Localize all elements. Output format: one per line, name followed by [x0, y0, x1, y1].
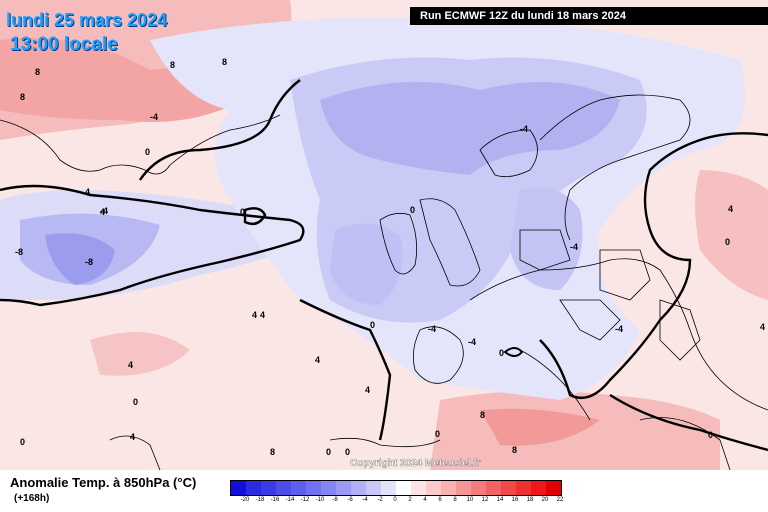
contour-label: 4 — [760, 322, 765, 332]
contour-label: -4 — [468, 337, 476, 347]
legend-tick-label: 8 — [453, 497, 457, 503]
contour-label: 8 — [35, 67, 40, 77]
contour-label: 0 — [435, 429, 440, 439]
contour-label: 0 — [345, 447, 350, 457]
legend-cell — [411, 481, 426, 495]
contour-label: 4 — [128, 360, 133, 370]
legend-cell — [366, 481, 381, 495]
legend-cell — [426, 481, 441, 495]
contour-label: 4 — [100, 207, 105, 217]
legend-cell — [306, 481, 321, 495]
legend-cell — [501, 481, 516, 495]
legend-tick-label: -6 — [347, 497, 353, 503]
forecast-date: lundi 25 mars 2024 — [6, 10, 168, 30]
legend-cell — [471, 481, 486, 495]
legend-cell — [261, 481, 276, 495]
legend-tick-label: 10 — [466, 497, 474, 503]
contour-label: 4 — [365, 385, 370, 395]
legend-cell — [291, 481, 306, 495]
contour-label: 0 — [145, 147, 150, 157]
run-banner: Run ECMWF 12Z du lundi 18 mars 2024 — [410, 7, 768, 25]
legend-tick-label: 6 — [438, 497, 442, 503]
legend-ticks: -20 -18 -16 -14 -12 -10 -8 -6 -4 -2 0 2 4 6 8 10 12 14 16 1… — [230, 496, 564, 506]
contour-label: 0 — [20, 437, 25, 447]
legend-tick-label: 14 — [496, 497, 504, 503]
legend-tick-label: 20 — [541, 497, 549, 503]
legend-color-bar — [230, 480, 562, 496]
contour-label: 0 — [499, 348, 504, 358]
legend-cell — [381, 481, 396, 495]
legend-cell — [231, 481, 246, 495]
legend-cell — [456, 481, 471, 495]
contour-label: 4 — [315, 355, 320, 365]
legend-tick-label: -10 — [315, 497, 325, 503]
contour-label: 8 — [480, 410, 485, 420]
legend-cell — [396, 481, 411, 495]
contour-label: 0 — [725, 237, 730, 247]
legend-cell — [321, 481, 336, 495]
legend-cell — [336, 481, 351, 495]
legend-cell — [276, 481, 291, 495]
legend-cell — [246, 481, 261, 495]
contour-label: -4 — [520, 124, 528, 134]
contour-label: 4 — [728, 204, 733, 214]
contour-label: 4 — [252, 310, 257, 320]
legend-tick-label: 2 — [408, 497, 412, 503]
contour-label: 8 — [270, 447, 275, 457]
contour-label: 4 — [85, 187, 90, 197]
legend-tick-label: 18 — [526, 497, 534, 503]
legend-tick-label: -4 — [362, 497, 368, 503]
color-legend: -20 -18 -16 -14 -12 -10 -8 -6 -4 -2 0 2 4 6 8 10 12 14 16 1… — [230, 480, 564, 506]
contour-label: -4 — [428, 324, 436, 334]
contour-label: 8 — [222, 57, 227, 67]
contour-label: -8 — [15, 247, 23, 257]
contour-label: 0 — [326, 447, 331, 457]
legend-tick-label: 4 — [423, 497, 427, 503]
legend-tick-label: -16 — [270, 497, 280, 503]
copyright-text: Copyright 2024 Meteociel.fr — [350, 458, 481, 469]
forecast-time: 13:00 locale — [10, 34, 118, 55]
legend-cell — [516, 481, 531, 495]
legend-tick-label: -8 — [332, 497, 338, 503]
contour-label: -4 — [615, 324, 623, 334]
legend-cell — [531, 481, 546, 495]
legend-tick-label: -18 — [255, 497, 265, 503]
contour-label: 0 — [410, 205, 415, 215]
legend-tick-label: -12 — [300, 497, 310, 503]
contour-label: -8 — [85, 257, 93, 267]
contour-label: 4 — [260, 310, 265, 320]
legend-tick-label: 0 — [393, 497, 397, 503]
legend-tick-label: 16 — [511, 497, 519, 503]
legend-cell — [441, 481, 456, 495]
legend-cell — [486, 481, 501, 495]
legend-tick-label: -20 — [240, 497, 250, 503]
legend-cell — [351, 481, 366, 495]
forecast-step: (+168h) — [14, 493, 50, 504]
contour-label: -4 — [150, 112, 158, 122]
contour-label: 8 — [20, 92, 25, 102]
legend-tick-label: 22 — [556, 497, 564, 503]
legend-cell — [546, 481, 561, 495]
contour-label: -4 — [570, 242, 578, 252]
contour-label: 0 — [133, 397, 138, 407]
contour-label: 0 — [370, 320, 375, 330]
contour-label: 0 — [240, 207, 245, 217]
contour-label: 4 — [130, 432, 135, 442]
contour-label: 8 — [170, 60, 175, 70]
contour-label: 8 — [512, 445, 517, 455]
contour-label: -4 — [100, 206, 108, 216]
legend-tick-label: -14 — [285, 497, 295, 503]
legend-tick-label: 12 — [481, 497, 489, 503]
variable-title: Anomalie Temp. à 850hPa (°C) — [10, 475, 197, 490]
contour-label: 0 — [708, 430, 713, 440]
legend-tick-label: -2 — [377, 497, 383, 503]
